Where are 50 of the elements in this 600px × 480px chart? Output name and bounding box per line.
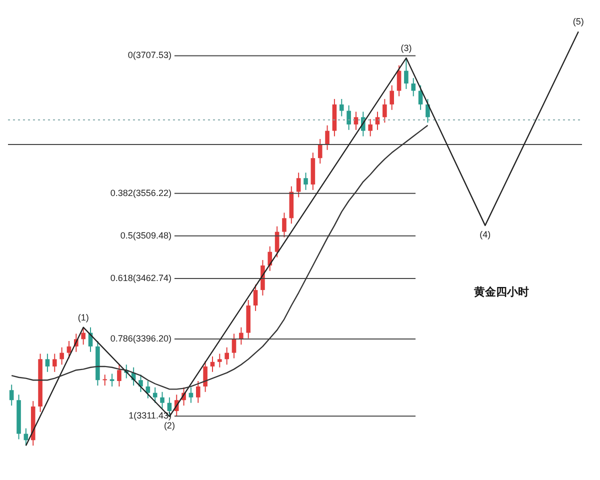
candlestick xyxy=(196,380,200,404)
candlestick xyxy=(411,78,416,97)
candlestick xyxy=(339,98,344,117)
candlestick xyxy=(239,326,244,346)
ref-line-label: 0(3707.53) xyxy=(128,50,172,60)
ref-line-label: 0.786(3396.20) xyxy=(110,333,172,344)
candlestick xyxy=(160,391,164,409)
candlestick xyxy=(346,104,351,130)
candlestick xyxy=(117,364,122,387)
annotation: (1) xyxy=(78,312,89,322)
candlestick xyxy=(304,172,308,190)
candlestick xyxy=(66,340,72,359)
candlestick xyxy=(296,172,301,198)
candlestick xyxy=(282,212,286,238)
candlestick xyxy=(382,98,387,124)
candlestick xyxy=(354,111,358,130)
ref-line-label: 0.5(3509.48) xyxy=(120,230,172,240)
candlestick xyxy=(404,58,408,90)
ref-line-label: 0.382(3556.22) xyxy=(110,188,172,198)
candlestick xyxy=(318,138,322,164)
candlestick xyxy=(368,118,372,137)
ref-line-label: 1(3311.43) xyxy=(128,410,172,421)
candlestick xyxy=(45,353,50,372)
candlestick xyxy=(218,353,222,368)
annotation: (2) xyxy=(164,420,175,430)
candlestick xyxy=(375,111,380,130)
candlestick xyxy=(268,246,272,272)
candlestick xyxy=(203,360,208,392)
candlestick xyxy=(396,64,402,97)
candlestick xyxy=(390,84,394,110)
candlestick xyxy=(152,386,158,404)
candlestick xyxy=(9,384,14,406)
candlestick xyxy=(110,373,114,387)
annotation: (3) xyxy=(400,43,412,54)
candlestick xyxy=(232,333,236,359)
candlestick xyxy=(138,374,143,392)
candlestick xyxy=(325,124,330,150)
candlestick xyxy=(81,326,86,346)
candlestick xyxy=(210,356,215,372)
annotation: (4) xyxy=(480,229,491,240)
candlestick xyxy=(253,284,258,312)
candlestick xyxy=(188,386,194,404)
ref-line-label: 0.618(3462.74) xyxy=(110,272,172,283)
candlestick xyxy=(224,346,229,366)
annotation: (5) xyxy=(572,16,584,27)
candlestick xyxy=(102,374,108,386)
candlestick xyxy=(426,98,430,124)
candlestick xyxy=(60,346,64,366)
candlestick xyxy=(52,353,57,372)
annotation: 黄金四小时 xyxy=(473,286,530,299)
